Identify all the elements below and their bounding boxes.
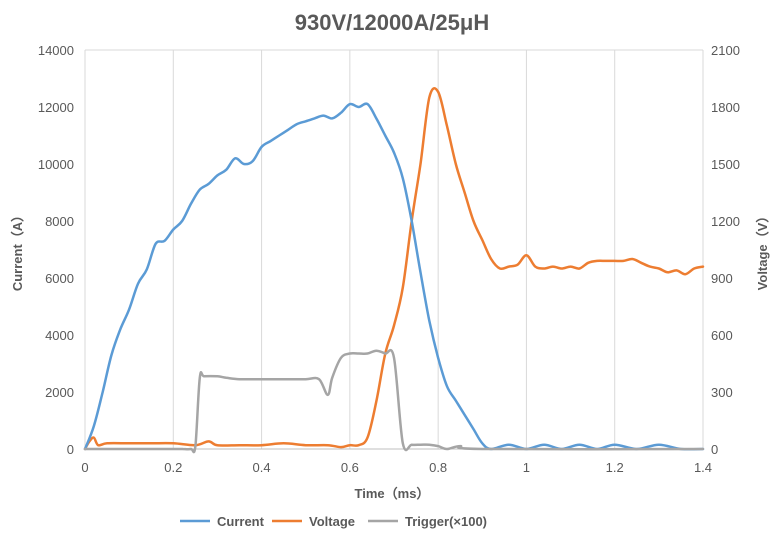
series-layer — [83, 87, 705, 454]
y-left-tick-label-5: 10000 — [38, 157, 74, 172]
y-left-tick-label-1: 2000 — [45, 385, 74, 400]
y-axis-left-title: Current（A） — [10, 209, 25, 291]
y-left-tick-label-6: 12000 — [38, 100, 74, 115]
x-tick-label-1: 0.2 — [164, 460, 182, 475]
y-left-tick-label-7: 14000 — [38, 43, 74, 58]
y-right-tick-label-2: 600 — [711, 328, 733, 343]
grid-layer — [84, 49, 704, 449]
y-axis-right-title: Voltage（V） — [755, 210, 770, 291]
legend-label-voltage: Voltage — [309, 514, 355, 529]
series-line-trigger — [83, 348, 705, 454]
x-tick-label-2: 0.4 — [253, 460, 271, 475]
y-right-tick-label-5: 1500 — [711, 157, 740, 172]
y-right-tick-label-4: 1200 — [711, 214, 740, 229]
axes-layer: 0 0.2 0.4 0.6 0.8 1 1.2 1.402000400060008000100… — [38, 43, 740, 475]
x-tick-label-6: 1.2 — [606, 460, 624, 475]
x-tick-label-4: 0.8 — [429, 460, 447, 475]
x-tick-label-0: 0 — [81, 460, 88, 475]
x-axis-title: Time（ms） — [355, 486, 430, 501]
y-right-tick-label-3: 900 — [711, 271, 733, 286]
y-left-tick-label-0: 0 — [67, 442, 74, 457]
legend-label-current: Current — [217, 514, 265, 529]
x-tick-label-3: 0.6 — [341, 460, 359, 475]
y-left-tick-label-2: 4000 — [45, 328, 74, 343]
chart-title: 930V/12000A/25μH — [295, 10, 490, 35]
y-right-tick-label-6: 1800 — [711, 100, 740, 115]
y-right-tick-label-0: 0 — [711, 442, 718, 457]
y-left-tick-label-3: 6000 — [45, 271, 74, 286]
y-left-tick-label-4: 8000 — [45, 214, 74, 229]
x-tick-label-7: 1.4 — [694, 460, 712, 475]
y-right-tick-label-1: 300 — [711, 385, 733, 400]
legend-label-trigger: Trigger(×100) — [405, 514, 487, 529]
series-line-voltage — [83, 87, 705, 451]
x-tick-label-5: 1 — [523, 460, 530, 475]
legend: Current Voltage Trigger(×100) — [180, 514, 487, 529]
series-line-current — [83, 102, 705, 451]
y-right-tick-label-7: 2100 — [711, 43, 740, 58]
